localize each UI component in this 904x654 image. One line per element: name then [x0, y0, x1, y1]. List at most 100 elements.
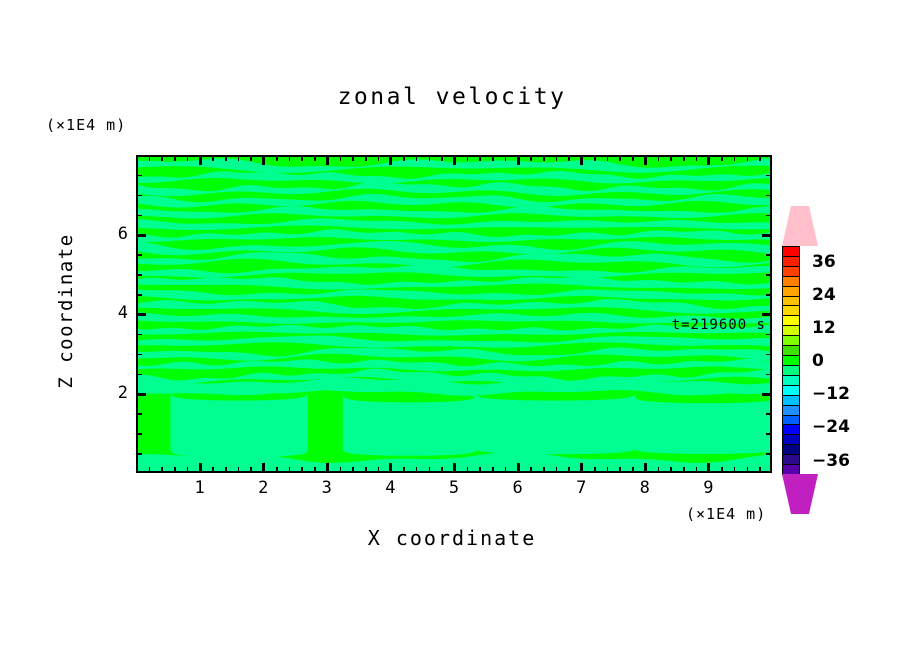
x-major-tick-top: [643, 155, 647, 165]
x-minor-tick: [415, 467, 418, 473]
x-minor-tick: [161, 467, 164, 473]
x-minor-tick: [619, 467, 621, 473]
x-minor-tick: [377, 467, 380, 473]
x-minor-tick: [746, 467, 749, 473]
x-minor-tick-top: [275, 155, 278, 161]
x-minor-tick-top: [619, 155, 621, 161]
contour-stripe: [138, 229, 770, 243]
y-major-tick-right: [762, 233, 772, 237]
x-major-tick: [580, 463, 584, 473]
x-minor-tick: [479, 467, 482, 473]
x-minor-tick-top: [492, 155, 494, 161]
x-axis-tick-label: 4: [385, 478, 396, 498]
x-major-tick-top: [453, 155, 456, 165]
x-minor-tick-top: [174, 155, 176, 161]
contour-stripe: [138, 324, 770, 336]
contour-stripe: [138, 335, 770, 348]
x-minor-tick-top: [301, 155, 303, 161]
y-minor-tick-right: [766, 294, 772, 296]
x-major-tick-top: [262, 155, 266, 165]
x-minor-tick-top: [428, 155, 431, 161]
contour-field: [138, 157, 770, 471]
y-axis-unit-label: (×1E4 m): [46, 116, 127, 134]
contour-stripe: [138, 264, 770, 278]
x-minor-tick: [352, 467, 354, 473]
x-major-tick-top: [580, 155, 584, 165]
convection-cell: [170, 388, 308, 457]
contour-stripe: [138, 347, 770, 362]
y-axis-tick-label: 4: [117, 303, 128, 323]
y-minor-tick-right: [766, 413, 772, 415]
y-minor-tick: [136, 333, 142, 336]
x-minor-tick: [543, 467, 545, 473]
y-minor-tick: [136, 413, 142, 415]
x-minor-tick-top: [657, 155, 660, 161]
x-minor-tick-top: [148, 155, 151, 161]
x-minor-tick: [466, 467, 469, 473]
x-minor-tick-top: [339, 155, 342, 161]
x-minor-tick-top: [237, 155, 240, 161]
x-minor-tick: [555, 467, 558, 473]
x-minor-tick: [225, 467, 227, 473]
contour-stripe: [138, 181, 770, 197]
y-minor-tick-right: [766, 194, 772, 197]
x-minor-tick-top: [746, 155, 749, 161]
y-major-tick-right: [762, 313, 772, 316]
x-minor-tick-top: [352, 155, 354, 161]
contour-stripe: [138, 241, 770, 256]
x-major-tick: [198, 463, 202, 473]
x-minor-tick: [492, 467, 494, 473]
contour-stripe: [138, 158, 770, 173]
x-minor-tick: [301, 467, 303, 473]
y-minor-tick: [136, 453, 142, 455]
x-minor-tick-top: [212, 155, 214, 161]
bottom-layer: [138, 451, 770, 471]
y-minor-tick: [136, 214, 142, 217]
x-minor-tick: [695, 467, 698, 473]
x-major-tick-top: [325, 155, 329, 165]
x-major-tick: [389, 463, 393, 473]
x-minor-tick-top: [186, 155, 189, 161]
contour-stripe: [138, 252, 770, 268]
x-axis-tick-label: 2: [258, 478, 269, 498]
x-major-tick: [262, 463, 266, 473]
x-axis-tick-label: 9: [703, 478, 714, 498]
x-minor-tick: [504, 467, 507, 473]
x-axis-tick-label: 7: [576, 478, 587, 498]
contour-stripe: [138, 218, 770, 231]
contour-stripe: [138, 276, 770, 290]
x-minor-tick: [288, 467, 291, 473]
colorbar-tick-label: 24: [812, 284, 836, 305]
page-title: zonal velocity: [337, 84, 567, 110]
x-minor-tick: [148, 467, 151, 473]
x-axis-tick-label: 3: [321, 478, 332, 498]
x-minor-tick: [632, 467, 634, 473]
contour-stripe: [138, 368, 770, 385]
x-axis-tick-label: 8: [639, 478, 650, 498]
x-major-tick: [325, 463, 329, 473]
y-minor-tick: [136, 254, 142, 256]
y-minor-tick-right: [766, 174, 772, 177]
y-minor-tick: [136, 274, 142, 276]
y-minor-tick-right: [766, 333, 772, 336]
convection-cell: [633, 391, 770, 454]
contour-stripe: [138, 358, 770, 372]
x-axis-unit-label: (×1E4 m): [686, 505, 767, 523]
x-minor-tick-top: [466, 155, 469, 161]
x-minor-tick-top: [288, 155, 291, 161]
y-major-tick: [136, 392, 146, 396]
y-minor-tick-right: [766, 373, 772, 376]
y-axis-tick-label: 6: [117, 223, 128, 244]
x-minor-tick-top: [314, 155, 316, 161]
x-axis-tick-label: 5: [448, 478, 460, 498]
x-major-tick-top: [707, 155, 711, 165]
x-minor-tick-top: [721, 155, 723, 161]
y-minor-tick: [136, 373, 142, 376]
x-minor-tick-top: [568, 155, 571, 161]
x-minor-tick: [682, 467, 685, 473]
x-major-tick: [453, 463, 456, 473]
y-minor-tick-right: [766, 274, 772, 276]
x-minor-tick: [428, 467, 431, 473]
x-minor-tick-top: [759, 155, 761, 161]
colorbar-tick-label: −12: [812, 384, 850, 405]
